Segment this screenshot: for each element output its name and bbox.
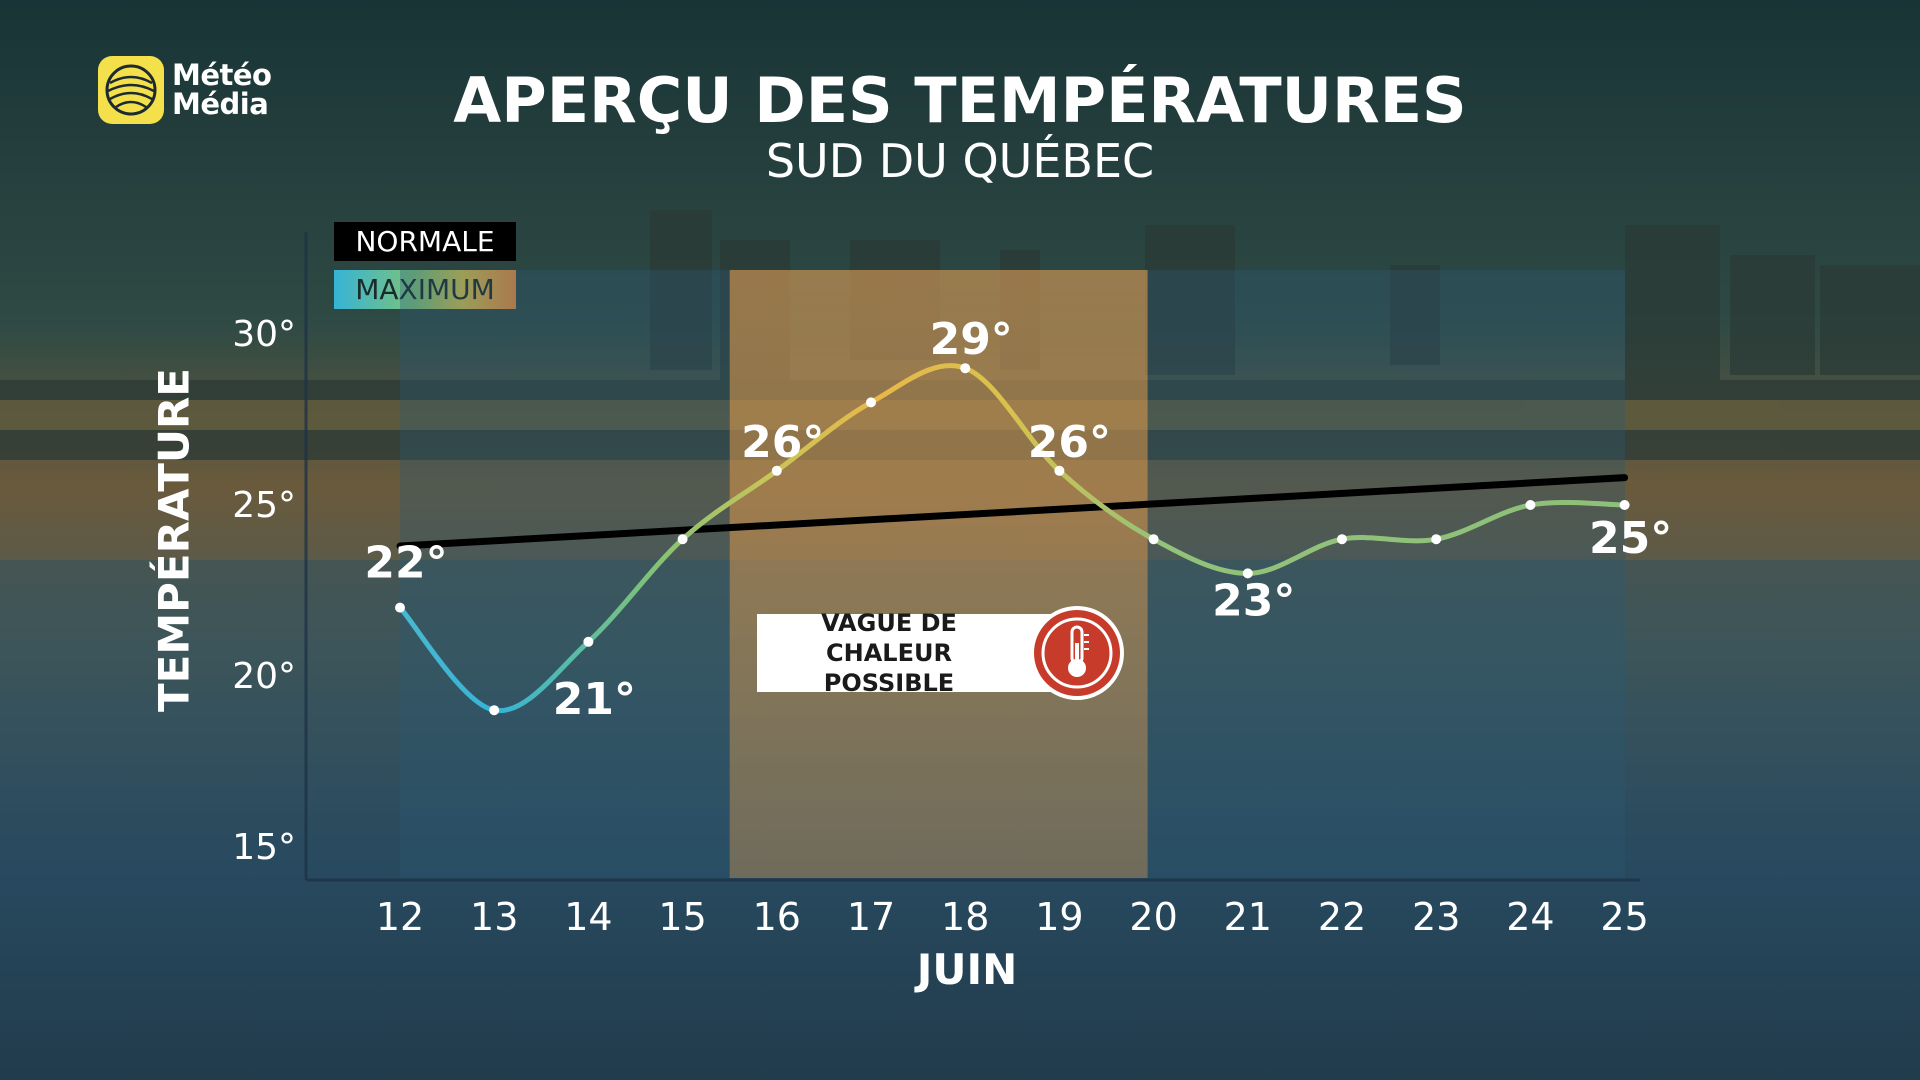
heatwave-callout: VAGUE DE CHALEUR POSSIBLE xyxy=(757,609,1065,697)
data-point xyxy=(489,705,500,716)
data-point xyxy=(1431,534,1442,545)
x-tick-label: 17 xyxy=(847,895,895,939)
x-tick-label: 23 xyxy=(1412,895,1460,939)
data-label: 21° xyxy=(553,674,636,725)
data-label: 29° xyxy=(930,314,1013,365)
heatwave-highlight xyxy=(729,270,1148,878)
data-point xyxy=(395,602,405,613)
data-point xyxy=(960,363,971,374)
x-tick-label: 20 xyxy=(1129,895,1177,939)
x-tick-label: 24 xyxy=(1506,895,1554,939)
callout-line-1: VAGUE DE CHALEUR xyxy=(821,609,957,667)
thermometer-icon xyxy=(1030,606,1124,700)
data-point xyxy=(1148,534,1159,545)
meteomedia-logo: Météo Média xyxy=(98,56,272,124)
data-point xyxy=(1525,500,1536,510)
globe-icon xyxy=(98,56,164,124)
y-tick-label: 25° xyxy=(232,485,296,526)
data-point xyxy=(1619,500,1630,510)
x-tick-label: 15 xyxy=(658,895,706,939)
data-point xyxy=(677,534,688,545)
x-tick-label: 21 xyxy=(1224,895,1272,939)
x-axis-label: JUIN xyxy=(914,945,1018,994)
x-tick-label: 25 xyxy=(1600,895,1648,939)
callout-line-2: POSSIBLE xyxy=(823,669,955,697)
chart-title: APERÇU DES TEMPÉRATURES xyxy=(453,64,1467,137)
x-tick-label: 13 xyxy=(470,895,518,939)
data-label: 25° xyxy=(1589,513,1672,564)
x-tick-label: 14 xyxy=(564,895,612,939)
data-point xyxy=(1337,534,1347,545)
data-label: 26° xyxy=(741,417,824,468)
data-point xyxy=(583,636,594,647)
y-tick-label: 15° xyxy=(232,827,296,868)
x-tick-label: 12 xyxy=(376,895,424,939)
y-tick-label: 20° xyxy=(232,656,296,697)
y-tick-label: 30° xyxy=(232,314,296,355)
x-tick-label: 16 xyxy=(753,895,801,939)
x-tick-label: 19 xyxy=(1035,895,1083,939)
legend-normal: NORMALE xyxy=(334,222,516,261)
data-point xyxy=(1242,568,1253,579)
data-label: 22° xyxy=(364,538,447,589)
logo-wordmark: Météo Média xyxy=(172,58,272,121)
x-tick-label: 18 xyxy=(941,895,989,939)
legend-maximum: MAXIMUM xyxy=(334,270,516,309)
data-point xyxy=(1054,465,1065,476)
data-point xyxy=(771,465,782,476)
data-label: 26° xyxy=(1028,417,1111,468)
data-label: 23° xyxy=(1212,575,1295,626)
data-point xyxy=(866,397,876,408)
x-tick-label: 22 xyxy=(1318,895,1366,939)
chart-subtitle: SUD DU QUÉBEC xyxy=(765,134,1155,188)
series-line-normale xyxy=(396,474,1629,550)
